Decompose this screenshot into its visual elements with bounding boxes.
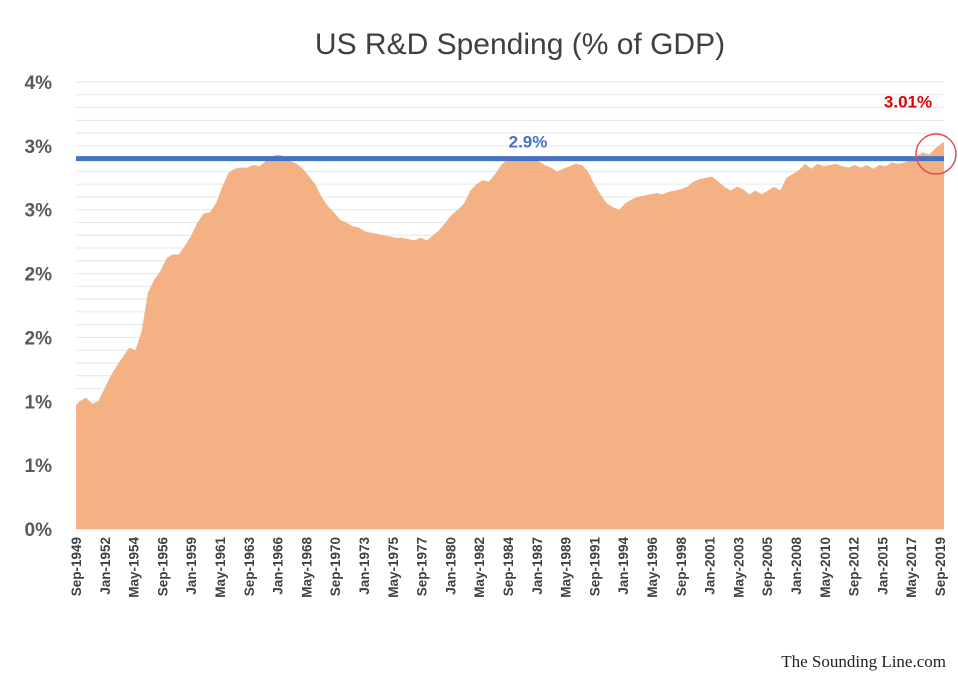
latest-value-label: 3.01% xyxy=(884,93,932,112)
x-tick-label: Sep-1991 xyxy=(587,537,602,597)
x-tick-label: Sep-2005 xyxy=(760,537,775,597)
y-tick-label: 0% xyxy=(25,520,53,541)
y-tick-label: 2% xyxy=(25,265,53,286)
x-tick-label: May-1954 xyxy=(127,537,142,598)
x-tick-label: May-1996 xyxy=(645,537,660,598)
chart-title: US R&D Spending (% of GDP) xyxy=(315,28,725,61)
y-tick-label: 3% xyxy=(25,201,53,222)
x-tick-label: May-1975 xyxy=(386,537,401,598)
x-tick-label: May-1961 xyxy=(213,537,228,598)
x-tick-label: Sep-1949 xyxy=(69,537,84,596)
x-tick-label: Jan-1994 xyxy=(616,537,631,595)
x-tick-label: Sep-1970 xyxy=(328,537,343,596)
y-tick-label: 1% xyxy=(25,392,53,413)
x-tick-label: May-1989 xyxy=(559,537,574,598)
x-tick-label: May-2010 xyxy=(818,537,833,598)
x-tick-label: Sep-1984 xyxy=(501,537,516,597)
x-tick-label: Jan-1966 xyxy=(271,537,286,595)
x-tick-label: May-2017 xyxy=(904,537,919,598)
x-tick-label: May-1968 xyxy=(299,537,314,598)
highlight-circle xyxy=(915,133,957,175)
x-tick-label: Sep-2019 xyxy=(933,537,948,596)
x-tick-label: Jan-2001 xyxy=(703,537,718,595)
reference-line-label: 2.9% xyxy=(509,133,548,152)
x-tick-label: Jan-2008 xyxy=(789,537,804,595)
x-tick-label: Jan-2015 xyxy=(875,537,890,595)
x-tick-label: Sep-1956 xyxy=(155,537,170,597)
y-tick-label: 1% xyxy=(25,456,53,477)
y-tick-label: 4% xyxy=(25,73,53,94)
x-tick-label: May-1982 xyxy=(472,537,487,598)
x-tick-label: Sep-2012 xyxy=(847,537,862,596)
x-tick-label: Jan-1980 xyxy=(443,537,458,595)
x-tick-label: Sep-1998 xyxy=(674,537,689,597)
x-tick-label: Sep-1963 xyxy=(242,537,257,597)
x-tick-label: Jan-1973 xyxy=(357,537,372,595)
x-tick-label: Jan-1952 xyxy=(98,537,113,595)
y-tick-label: 2% xyxy=(25,328,53,349)
x-tick-label: Jan-1987 xyxy=(530,537,545,595)
y-tick-label: 3% xyxy=(25,137,53,158)
series-area xyxy=(76,142,944,529)
source-credit: The Sounding Line.com xyxy=(781,652,946,671)
x-tick-label: Sep-1977 xyxy=(415,537,430,596)
x-tick-label: Jan-1959 xyxy=(184,537,199,595)
x-tick-label: May-2003 xyxy=(731,537,746,598)
